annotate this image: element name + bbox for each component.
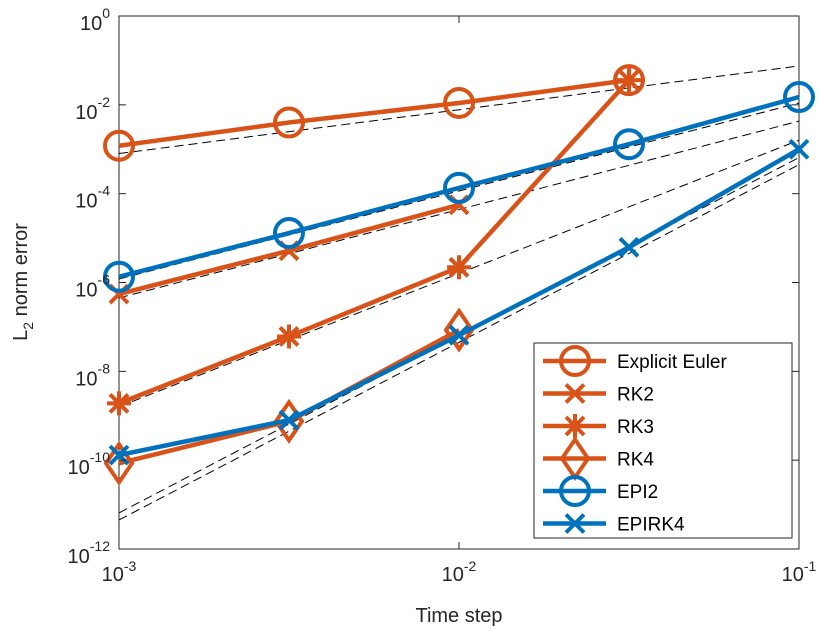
y-tick-exponent: -12 xyxy=(90,538,110,554)
data-point-rk3 xyxy=(276,324,301,349)
data-point-rk3 xyxy=(447,255,471,280)
y-tick-label: 10-8 xyxy=(75,360,110,390)
y-tick-exponent: -2 xyxy=(98,94,111,110)
data-point-epirk4 xyxy=(448,324,470,346)
series-rk2 xyxy=(108,194,470,305)
y-tick-label: 10-12 xyxy=(68,538,111,568)
legend-label: RK2 xyxy=(617,385,654,406)
reference-line-slope-1-0 xyxy=(118,65,800,155)
x-tick-exponent: -2 xyxy=(464,558,477,574)
data-point-rk4 xyxy=(443,307,475,353)
legend-marker-explicit-euler xyxy=(559,345,591,377)
data-point-rk3 xyxy=(616,68,641,93)
data-point-epi2 xyxy=(612,128,645,161)
y-tick-base: 10 xyxy=(75,191,97,213)
legend-label: EPIRK4 xyxy=(617,515,685,536)
y-tick-label: 100 xyxy=(80,5,110,35)
y-tick-exponent: -6 xyxy=(98,272,111,288)
x-tick-base: 10 xyxy=(102,564,124,586)
x-tick-label: 10-2 xyxy=(442,558,477,586)
data-point-epi2 xyxy=(783,81,815,114)
series-epi2 xyxy=(103,81,815,293)
y-tick-base: 10 xyxy=(80,13,102,35)
y-tick-base: 10 xyxy=(75,368,97,390)
data-point-epi2 xyxy=(103,260,135,293)
data-point-rk4 xyxy=(103,440,135,486)
data-point-epirk4 xyxy=(108,444,130,466)
legend-item-rk2: RK2 xyxy=(543,383,654,406)
data-point-explicit-euler xyxy=(612,64,645,97)
legend-item-explicit-euler: Explicit Euler xyxy=(543,345,727,377)
series-epirk4 xyxy=(108,138,810,466)
x-tick-base: 10 xyxy=(442,564,464,586)
y-axis-title-subscript: 2 xyxy=(20,322,36,330)
legend-item-epi2: EPI2 xyxy=(543,475,658,507)
legend-label: RK3 xyxy=(617,417,654,438)
data-point-epirk4 xyxy=(618,236,640,258)
data-point-epirk4 xyxy=(278,409,300,431)
legend-label: EPI2 xyxy=(617,482,658,503)
y-tick-exponent: -10 xyxy=(90,449,110,465)
y-tick-base: 10 xyxy=(68,457,90,479)
y-axis-title-main: L xyxy=(10,330,32,341)
legend-item-rk3: RK3 xyxy=(543,414,654,438)
series-line-explicit-euler xyxy=(118,77,630,148)
svg-text:L2 norm error: L2 norm error xyxy=(10,223,36,341)
y-tick-base: 10 xyxy=(75,280,97,302)
y-tick-base: 10 xyxy=(68,546,90,568)
legend-marker-epirk4 xyxy=(564,513,586,534)
legend-label: Explicit Euler xyxy=(617,352,727,373)
x-axis-title: Time step xyxy=(415,605,502,627)
data-point-rk3 xyxy=(107,391,131,416)
data-point-explicit-euler xyxy=(103,129,135,162)
x-tick-label: 10-3 xyxy=(102,558,137,586)
data-point-explicit-euler xyxy=(443,86,475,119)
y-tick-label: 10-2 xyxy=(75,94,110,124)
series-line-epi2 xyxy=(118,94,800,279)
x-tick-exponent: -1 xyxy=(804,558,817,574)
legend-marker-rk2 xyxy=(564,383,586,404)
data-point-explicit-euler xyxy=(272,106,305,139)
data-point-epi2 xyxy=(443,171,475,204)
series-line-rk3 xyxy=(118,78,631,406)
y-tick-label: 10-6 xyxy=(75,272,110,302)
reference-line-slope-4-5 xyxy=(118,164,800,521)
series-layer xyxy=(103,64,815,486)
data-point-epi2 xyxy=(272,217,305,250)
legend-marker-rk3 xyxy=(563,414,587,438)
y-tick-exponent: -4 xyxy=(98,183,111,199)
legend-marker-epi2 xyxy=(559,475,591,507)
y-tick-base: 10 xyxy=(75,102,97,124)
series-rk3 xyxy=(107,68,641,416)
series-explicit-euler xyxy=(103,64,645,162)
x-tick-exponent: -3 xyxy=(124,558,137,574)
x-tick-base: 10 xyxy=(782,564,804,586)
y-tick-label: 10-4 xyxy=(75,183,110,213)
y-tick-label: 10-10 xyxy=(68,449,111,479)
y-tick-exponent: 0 xyxy=(102,5,110,21)
y-axis-title: L2 norm error xyxy=(10,223,36,341)
legend-label: RK4 xyxy=(617,450,654,471)
data-point-epirk4 xyxy=(788,138,810,160)
reference-line-slope-2-2 xyxy=(118,120,800,299)
x-tick-label: 10-1 xyxy=(782,558,817,586)
legend-item-epirk4: EPIRK4 xyxy=(543,513,685,536)
legend: Explicit Euler RK2 RK3 RK4 EPI2 EPIRK4 xyxy=(533,342,793,539)
y-axis-title-rest: norm error xyxy=(10,223,32,322)
y-tick-exponent: -8 xyxy=(98,360,111,376)
axis-layer: 10-3 10-2 10-110-1210-1010-810-610-410-210… xyxy=(68,5,817,586)
